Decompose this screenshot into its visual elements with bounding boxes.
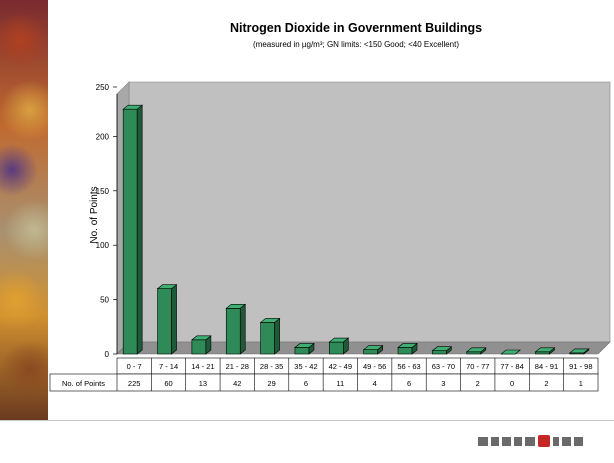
- category-label: 77 - 84: [500, 362, 523, 371]
- category-label: 70 - 77: [466, 362, 489, 371]
- bar: [329, 341, 344, 355]
- data-value-label: 29: [267, 379, 275, 388]
- bar-top: [122, 104, 144, 110]
- footer-divider: [0, 420, 614, 421]
- category-label: 49 - 56: [363, 362, 386, 371]
- chart-subtitle: (measured in µg/m³; GN limits: <150 Good…: [253, 40, 459, 49]
- bar-side: [239, 303, 246, 355]
- bar-top: [465, 347, 487, 353]
- category-label: 84 - 91: [535, 362, 558, 371]
- bar: [122, 108, 138, 355]
- category-label: 0 - 7: [127, 362, 142, 371]
- bar-top: [431, 346, 453, 352]
- logo-mark-icon: [538, 435, 550, 447]
- plot-back-wall: [128, 81, 611, 343]
- data-value-label: 4: [373, 379, 377, 388]
- table-value-row: [49, 373, 599, 392]
- data-value-label: 42: [233, 379, 241, 388]
- y-tick-label: 250: [96, 83, 110, 92]
- category-label: 91 - 98: [569, 362, 592, 371]
- bar-top: [568, 348, 590, 354]
- bar: [225, 308, 241, 355]
- data-value-label: 1: [579, 379, 583, 388]
- bar: [260, 322, 275, 355]
- y-tick-label: 200: [96, 132, 110, 141]
- data-value-label: 2: [544, 379, 548, 388]
- company-logo: [478, 434, 583, 448]
- y-tick-label: 0: [105, 350, 110, 359]
- bar: [191, 339, 207, 355]
- y-tick-label: 100: [96, 241, 110, 250]
- bar-side: [274, 317, 280, 355]
- bar-top: [362, 345, 384, 350]
- bar: [535, 351, 550, 355]
- category-label: 56 - 63: [397, 362, 420, 371]
- bar: [466, 351, 482, 355]
- data-value-label: 225: [128, 379, 141, 388]
- category-label: 7 - 14: [159, 362, 178, 371]
- category-label: 28 - 35: [260, 362, 283, 371]
- category-label: 21 - 28: [226, 362, 249, 371]
- decorative-side-image: [0, 0, 48, 420]
- bar-top: [191, 335, 212, 341]
- bar-top: [259, 318, 281, 323]
- bar-top: [500, 349, 521, 355]
- bar-top: [328, 337, 350, 343]
- bar: [432, 350, 447, 355]
- y-tick-label: 50: [100, 296, 109, 305]
- y-axis-title: No. of Points: [89, 186, 100, 243]
- bar-side: [171, 284, 177, 355]
- data-value-label: 0: [510, 379, 514, 388]
- y-tick-label: 150: [96, 187, 110, 196]
- data-value-label: 6: [304, 379, 308, 388]
- bar: [397, 347, 413, 355]
- bar: [157, 288, 172, 355]
- category-label: 63 - 70: [432, 362, 455, 371]
- bar-top: [534, 347, 556, 353]
- bar-top: [225, 304, 247, 309]
- data-value-label: 60: [164, 379, 172, 388]
- bar-top: [156, 284, 178, 290]
- data-value-label: 6: [407, 379, 411, 388]
- chart-title: Nitrogen Dioxide in Government Buildings: [230, 21, 482, 35]
- data-value-label: 2: [476, 379, 480, 388]
- category-label: 35 - 42: [294, 362, 317, 371]
- table-series-label: No. of Points: [62, 379, 105, 388]
- bar-top: [294, 343, 315, 348]
- data-value-label: 3: [441, 379, 445, 388]
- bar: [294, 347, 310, 355]
- bar: [363, 349, 378, 355]
- data-value-label: 11: [336, 379, 344, 388]
- category-label: 14 - 21: [191, 362, 214, 371]
- bar-top: [397, 343, 418, 348]
- data-value-label: 13: [199, 379, 207, 388]
- bar-side: [136, 104, 143, 355]
- category-label: 42 - 49: [329, 362, 352, 371]
